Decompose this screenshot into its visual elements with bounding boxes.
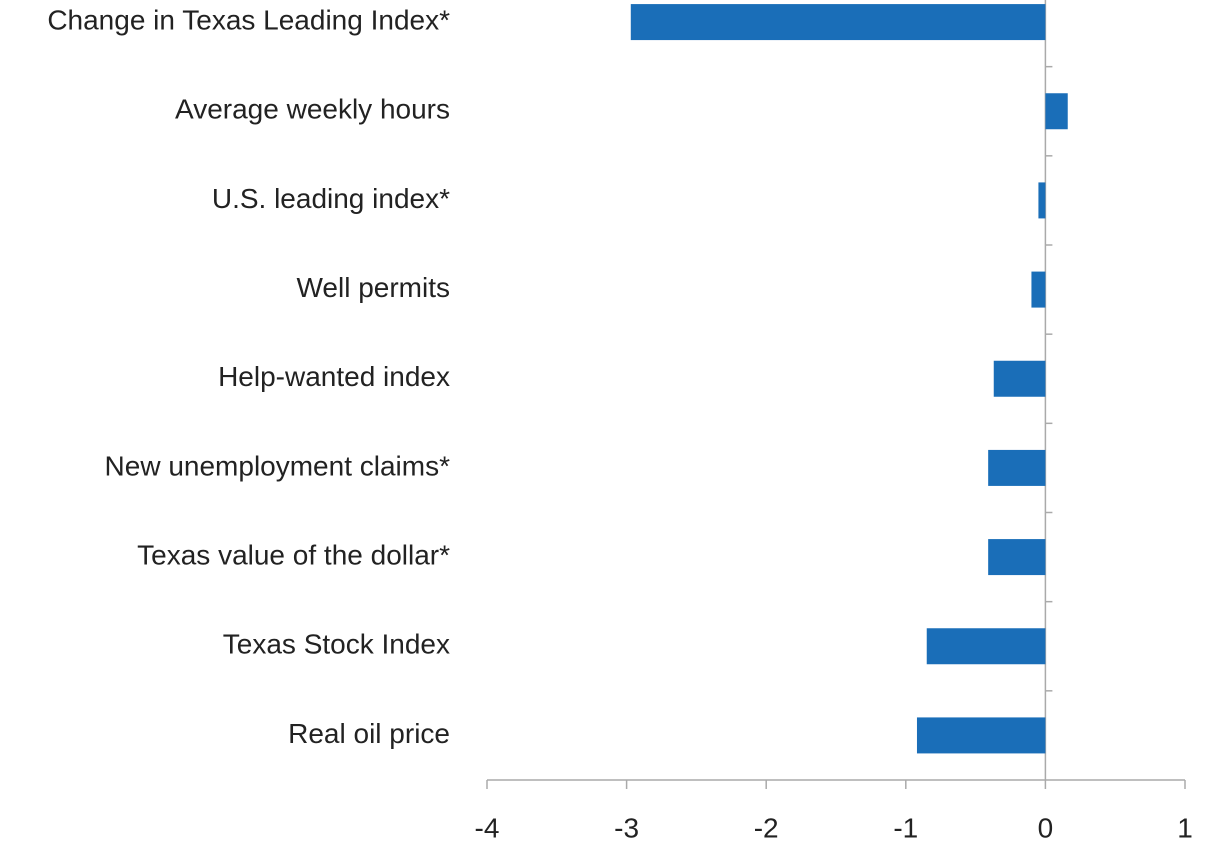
y-tick-label: Help-wanted index xyxy=(218,361,450,392)
y-tick-label: Average weekly hours xyxy=(175,94,450,125)
y-tick-label: U.S. leading index* xyxy=(212,183,450,214)
x-tick-label: -4 xyxy=(475,812,500,843)
bar xyxy=(916,717,1046,754)
y-tick-label: Change in Texas Leading Index* xyxy=(47,4,450,35)
bar xyxy=(993,360,1046,397)
y-tick-label: Well permits xyxy=(296,272,450,303)
bar xyxy=(1045,93,1068,130)
bar xyxy=(988,539,1046,576)
y-tick-label: Texas value of the dollar* xyxy=(137,539,450,570)
bar xyxy=(988,449,1046,486)
bar xyxy=(926,628,1046,665)
bar xyxy=(630,4,1046,41)
x-tick-label: -2 xyxy=(754,812,779,843)
y-tick-label: Real oil price xyxy=(288,718,450,749)
y-tick-label: New unemployment claims* xyxy=(105,450,451,481)
y-tick-label: Texas Stock Index xyxy=(223,629,450,660)
bar xyxy=(1031,271,1046,308)
bar xyxy=(1038,182,1046,219)
x-tick-label: -1 xyxy=(893,812,918,843)
x-tick-label: 0 xyxy=(1038,812,1054,843)
x-tick-label: 1 xyxy=(1177,812,1193,843)
x-tick-label: -3 xyxy=(614,812,639,843)
